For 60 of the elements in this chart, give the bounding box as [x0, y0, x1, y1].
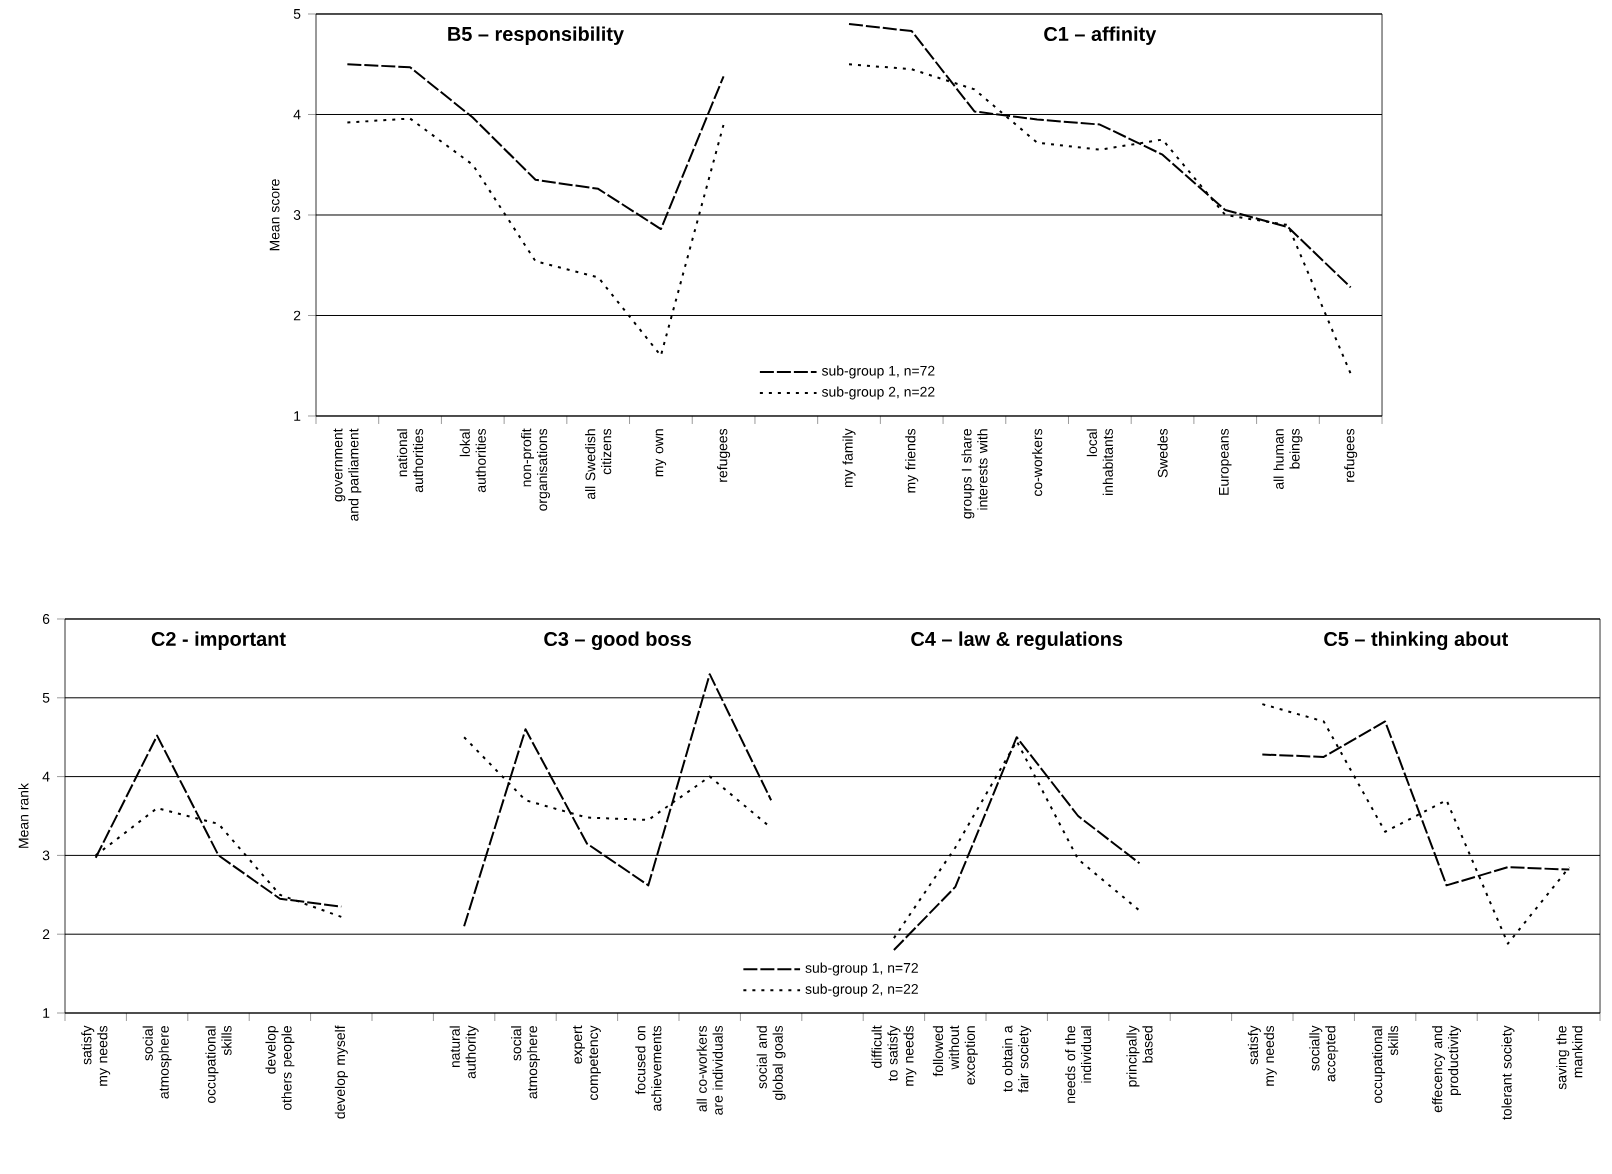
- y-tick-label: 2: [293, 310, 301, 321]
- x-tick-label: saving the mankind: [1556, 1026, 1583, 1090]
- x-tick-label: develop myself: [334, 1025, 348, 1119]
- x-tick-label: satisfy my needs: [1247, 1025, 1277, 1086]
- x-tick-label: tolerant society: [1501, 1025, 1515, 1120]
- x-tick-label: occupational skills: [205, 1025, 232, 1104]
- y-tick-label: 5: [42, 692, 50, 703]
- x-tick-label: occupational skills: [1372, 1025, 1399, 1104]
- x-tick-label: my own: [655, 429, 667, 477]
- x-tick-label: social atmosphere: [142, 1026, 172, 1099]
- legend-label: sub-group 2, n=22: [805, 983, 918, 997]
- x-tick-label: social atmosphere: [511, 1026, 540, 1099]
- annotation: C2 - important: [151, 631, 286, 650]
- y-tick-label: 3: [293, 210, 301, 220]
- y-tick-label: 6: [42, 614, 50, 624]
- x-tick-label: satisfy my needs: [81, 1025, 111, 1086]
- y-tick-label: 4: [293, 109, 301, 120]
- x-tick-label: principally based: [1126, 1025, 1153, 1087]
- x-tick-label: social and global goals: [756, 1025, 786, 1101]
- x-tick-label: effecency and productivity: [1432, 1025, 1461, 1113]
- annotation: C3 – good boss: [544, 631, 691, 651]
- x-tick-label: difficult to satisfy my needs: [871, 1025, 917, 1086]
- x-tick-label: all co-workers are individuals: [696, 1025, 723, 1115]
- x-tick-label: followed without exception: [932, 1025, 978, 1085]
- x-tick-label: Europeans: [1219, 428, 1232, 495]
- x-tick-label: Swedes: [1157, 428, 1168, 478]
- x-tick-label: refugees: [1344, 428, 1358, 482]
- y-tick-label: 3: [42, 850, 50, 861]
- x-tick-label: expert competency: [573, 1025, 601, 1101]
- x-tick-label: focused on achievements: [635, 1025, 662, 1111]
- annotation: C1 – affinity: [1044, 26, 1157, 45]
- x-tick-label: socially accepted: [1309, 1025, 1339, 1082]
- x-tick-label: all Swedish citizens: [585, 428, 612, 500]
- legend-label: sub-group 1, n=72: [805, 962, 918, 976]
- y-axis-title: Mean score: [269, 179, 280, 251]
- legend-label: sub-group 1, n=72: [821, 365, 935, 379]
- x-tick-label: lokal authorities: [459, 428, 486, 493]
- x-tick-label: government and parliament: [333, 428, 362, 521]
- x-tick-label: all human beings: [1273, 428, 1303, 490]
- x-tick-label: develop others people: [265, 1026, 295, 1111]
- annotation: B5 – responsibility: [448, 26, 624, 45]
- legend-label: sub-group 2, n=22: [821, 386, 935, 400]
- x-tick-label: local inhabitants: [1086, 428, 1113, 495]
- x-tick-label: to obtain a fair society: [1002, 1025, 1032, 1093]
- x-tick-label: natural authority: [449, 1025, 479, 1079]
- x-tick-label: my family: [842, 428, 856, 488]
- x-tick-label: refugees: [717, 428, 731, 482]
- annotation: C5 – thinking about: [1324, 631, 1509, 651]
- x-tick-label: national authorities: [396, 428, 424, 493]
- y-tick-label: 2: [42, 929, 50, 940]
- y-axis-title: Mean rank: [18, 783, 29, 848]
- y-tick-label: 1: [294, 411, 301, 421]
- annotation: C4 – law & regulations: [911, 631, 1123, 651]
- x-tick-label: needs of the individual: [1065, 1026, 1092, 1103]
- x-tick-label: groups I share interests with: [961, 429, 988, 519]
- x-tick-label: my friends: [905, 428, 919, 493]
- y-tick-label: 4: [42, 771, 50, 782]
- x-tick-label: co-workers: [1032, 428, 1043, 496]
- y-tick-label: 5: [293, 9, 301, 19]
- y-tick-label: 1: [43, 1008, 50, 1018]
